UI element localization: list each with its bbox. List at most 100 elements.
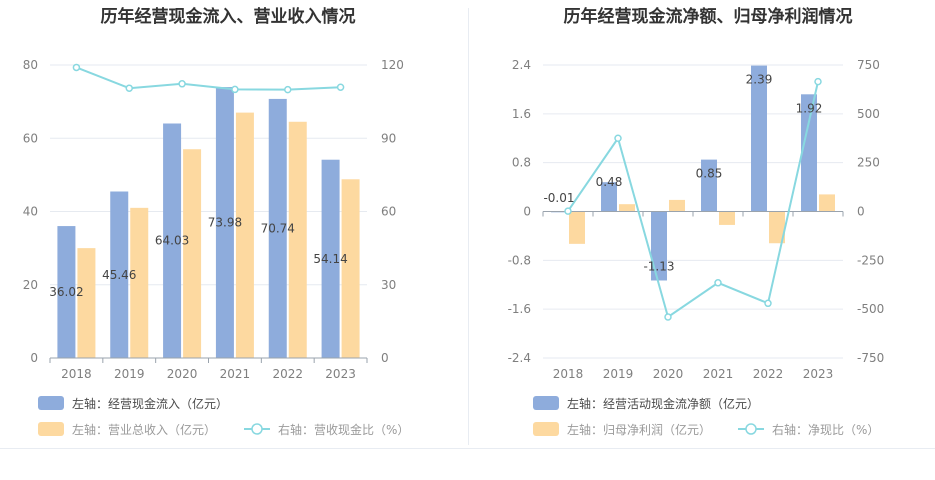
legend-swatch — [38, 422, 64, 436]
left-axis-tick-label: -2.4 — [508, 351, 531, 365]
left-axis-tick-label: 1.6 — [512, 107, 531, 121]
legend-label: 左轴：归母净利润（亿元） — [567, 422, 711, 437]
legend-label: 左轴：营业总收入（亿元） — [72, 422, 216, 437]
net-cashflow-profit-chart: 历年经营现金流净额、归母净利润情况 -2.4 -1.6 -0.8 0 0.8 1.6 2.4 -… — [508, 6, 885, 437]
right-axis-tick-label: 60 — [381, 205, 396, 219]
bar-data-label: -0.01 — [543, 191, 574, 205]
x-axis-label: 2021 — [703, 367, 734, 381]
left-axis-tick-label: 0 — [523, 205, 531, 219]
cash-inflow-revenue-chart: 历年经营现金流入、营业收入情况 0 20 40 60 80 0 30 60 90 120 2018 20… — [23, 6, 410, 437]
legend-label: 左轴：经营现金流入（亿元） — [72, 396, 228, 411]
bar-primary — [321, 159, 340, 358]
left-chart-panel: 历年经营现金流入、营业收入情况 0 20 40 60 80 0 30 60 90 120 2018 20… — [0, 0, 468, 450]
ratio-point — [284, 85, 292, 94]
legend-swatch — [533, 396, 559, 410]
bar-primary — [163, 123, 182, 358]
bar-secondary — [183, 149, 202, 358]
bar-primary — [751, 65, 767, 212]
x-axis-label: 2023 — [803, 367, 834, 381]
right-axis-tick-label: 30 — [381, 278, 396, 292]
right-axis-tick-label: -500 — [857, 302, 884, 316]
bar-secondary — [235, 112, 254, 358]
left-axis-tick-label: 0.8 — [512, 156, 531, 170]
ratio-point — [614, 134, 622, 142]
right-axis-tick-label: 0 — [381, 351, 389, 365]
ratio-point — [178, 80, 186, 88]
bar-secondary — [719, 211, 735, 225]
bar-data-label: 0.85 — [696, 167, 723, 181]
right-axis-tick-label: 120 — [381, 58, 404, 72]
bar-secondary — [769, 211, 785, 244]
bar-secondary — [77, 248, 96, 358]
ratio-point — [125, 84, 133, 92]
bar-secondary — [288, 121, 307, 358]
ratio-line — [567, 81, 819, 319]
right-axis-tick-label: 500 — [857, 107, 880, 121]
bar-data-label: 36.02 — [49, 285, 83, 299]
bar-data-label: 2.39 — [746, 73, 773, 87]
bar-primary — [57, 226, 76, 358]
bar-primary — [801, 94, 817, 212]
bar-primary — [268, 98, 287, 359]
ratio-point — [764, 299, 772, 308]
bar-data-label: 1.92 — [796, 101, 823, 115]
bar-primary — [601, 182, 617, 212]
x-axis-label: 2023 — [325, 367, 356, 381]
bar-primary — [110, 191, 129, 358]
right-axis-tick-label: 750 — [857, 58, 880, 72]
bar-data-label: 45.46 — [102, 268, 136, 282]
legend-line-marker — [251, 423, 263, 435]
bar-secondary — [669, 199, 685, 212]
legend-label: 右轴：净现比（%） — [772, 422, 879, 437]
right-axis-tick-label: -250 — [857, 253, 884, 267]
bar-secondary — [130, 207, 149, 358]
chart-title: 历年经营现金流入、营业收入情况 — [101, 6, 356, 27]
legend-line-marker — [745, 423, 757, 435]
bar-primary — [215, 87, 234, 358]
left-axis-tick-label: 40 — [23, 205, 38, 219]
left-axis-tick-label: 2.4 — [512, 58, 531, 72]
ratio-point — [336, 83, 345, 91]
left-axis-tick-label: 80 — [23, 58, 38, 72]
panel-divider — [468, 8, 469, 445]
bar-secondary — [569, 211, 585, 244]
bar-primary — [651, 211, 667, 281]
ratio-point — [664, 313, 672, 321]
legend-swatch — [533, 422, 559, 436]
ratio-point — [814, 77, 822, 86]
left-axis-tick-label: -1.6 — [508, 302, 531, 316]
right-axis-tick-label: 0 — [857, 205, 865, 219]
left-axis-tick-label: 60 — [23, 131, 38, 145]
bar-data-label: 54.14 — [313, 252, 347, 266]
bar-data-label: 70.74 — [261, 221, 295, 235]
bar-data-label: -1.13 — [643, 259, 674, 273]
x-axis-label: 2022 — [753, 367, 784, 381]
x-axis-label: 2018 — [553, 367, 584, 381]
x-axis-label: 2019 — [603, 367, 634, 381]
left-axis-tick-label: 0 — [30, 351, 38, 365]
x-axis-label: 2020 — [653, 367, 684, 381]
right-axis-tick-label: 90 — [381, 131, 396, 145]
bar-secondary — [619, 204, 635, 212]
legend-label: 左轴：经营活动现金流净额（亿元） — [567, 396, 759, 411]
left-axis-tick-label: -0.8 — [508, 253, 531, 267]
legend-label: 右轴：营收现金比（%） — [278, 422, 409, 437]
ratio-point — [72, 63, 81, 72]
bar-primary — [701, 159, 717, 212]
right-axis-tick-label: 250 — [857, 156, 880, 170]
right-axis-tick-label: -750 — [857, 351, 884, 365]
legend-swatch — [38, 396, 64, 410]
right-chart-panel: 历年经营现金流净额、归母净利润情况 -2.4 -1.6 -0.8 0 0.8 1.6 2.4 -… — [468, 0, 935, 450]
left-axis-tick-label: 20 — [23, 278, 38, 292]
x-axis-label: 2022 — [272, 367, 303, 381]
x-axis-label: 2018 — [61, 367, 92, 381]
ratio-point — [231, 85, 239, 94]
x-axis-label: 2021 — [220, 367, 251, 381]
bar-data-label: 64.03 — [155, 234, 189, 248]
ratio-line — [76, 66, 341, 91]
ratio-point — [714, 279, 722, 287]
bar-secondary — [819, 194, 835, 212]
bottom-divider — [0, 448, 935, 449]
bar-secondary — [341, 179, 360, 358]
ratio-point — [564, 207, 572, 215]
